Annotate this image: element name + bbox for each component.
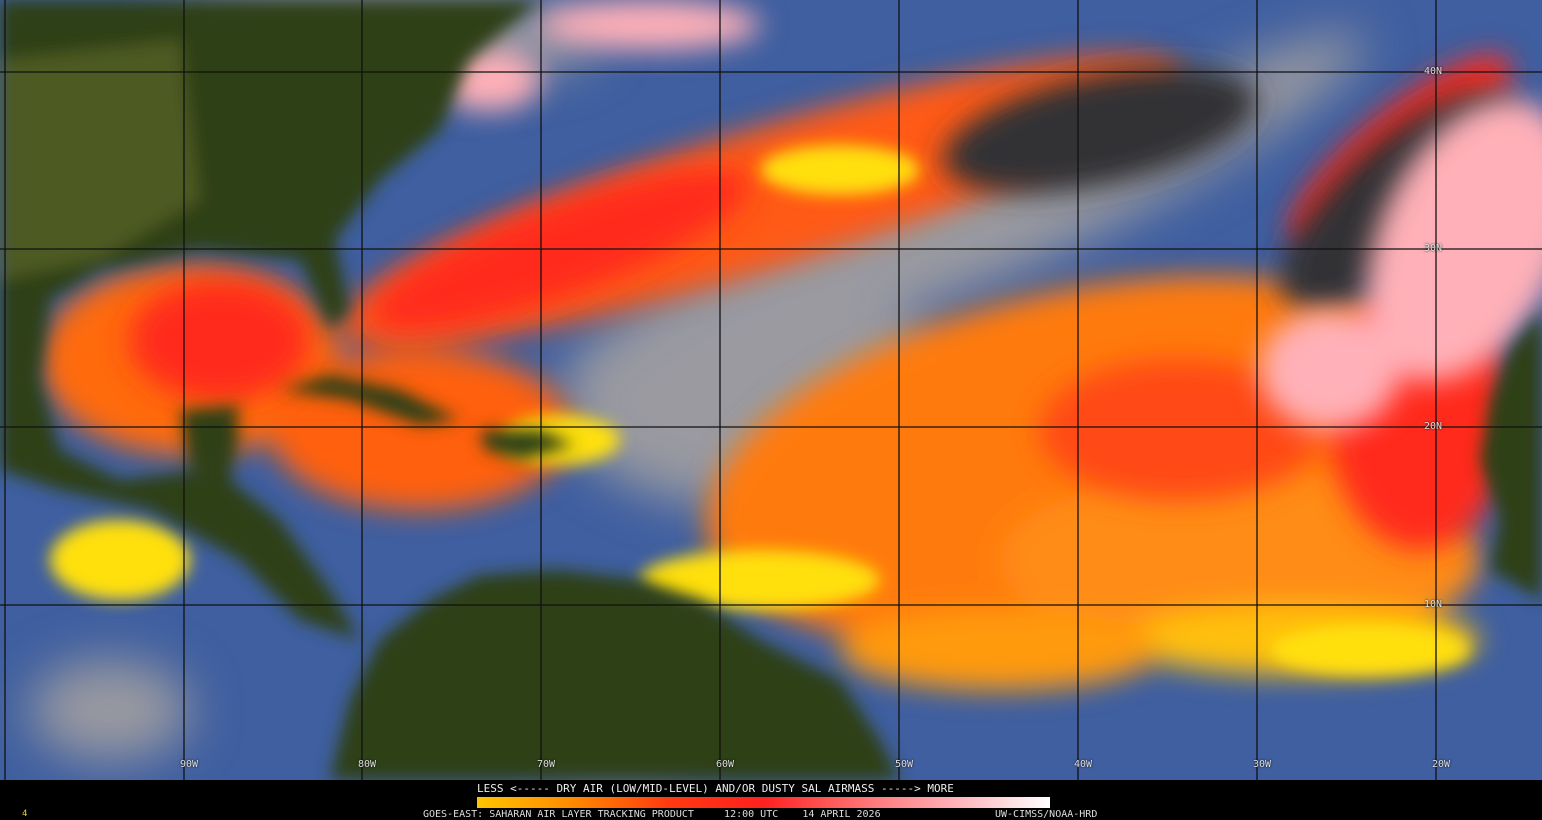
- latitude-label: 20N: [1424, 421, 1443, 432]
- longitude-label: 20W: [1432, 759, 1451, 770]
- latitude-label: 30N: [1424, 243, 1443, 254]
- land-africa: [1480, 310, 1542, 600]
- longitude-label: 60W: [716, 759, 735, 770]
- longitude-label: 40W: [1074, 759, 1093, 770]
- land-light-plains: [0, 40, 200, 280]
- product-title: GOES-EAST: SAHARAN AIR LAYER TRACKING PR…: [423, 809, 694, 820]
- product-date: 14 APRIL 2026: [802, 809, 881, 820]
- land-cuba: [280, 375, 460, 425]
- land-yucatan: [180, 405, 240, 470]
- lat-lon-grid: [0, 0, 1542, 780]
- legend-color-bar: [477, 797, 1050, 808]
- land-masses: [0, 0, 1542, 780]
- longitude-label: 30W: [1253, 759, 1272, 770]
- land-hispaniola: [480, 430, 575, 460]
- product-title-line: GOES-EAST: SAHARAN AIR LAYER TRACKING PR…: [423, 809, 881, 820]
- land-south-america: [330, 570, 900, 780]
- latitude-label: 40N: [1424, 66, 1443, 77]
- satellite-map: [0, 0, 1542, 780]
- longitude-label: 80W: [358, 759, 377, 770]
- legend-caption: LESS <----- DRY AIR (LOW/MID-LEVEL) AND/…: [477, 782, 954, 795]
- latitude-label: 10N: [1424, 599, 1443, 610]
- longitude-label: 50W: [895, 759, 914, 770]
- corner-mark: 4: [22, 809, 28, 819]
- sal-pink-regions: [440, 0, 1542, 430]
- longitude-label: 70W: [537, 759, 556, 770]
- longitude-label: 90W: [180, 759, 199, 770]
- product-time: 12:00 UTC: [724, 809, 779, 820]
- product-credit: UW-CIMSS/NOAA-HRD: [995, 809, 1098, 820]
